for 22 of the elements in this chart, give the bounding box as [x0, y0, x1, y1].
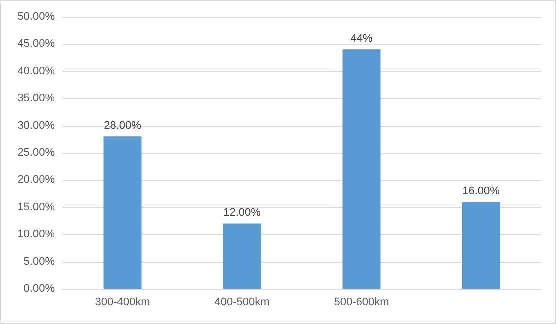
x-tick-label: 300-400km — [95, 296, 150, 308]
x-tick-label: 500-600km — [334, 296, 390, 308]
bar — [104, 136, 142, 289]
bar — [462, 202, 500, 289]
y-tick-label: 5.00% — [24, 256, 56, 268]
bar — [223, 224, 262, 289]
data-label: 44% — [350, 33, 373, 46]
data-label: 16.00% — [462, 185, 500, 198]
y-tick-label: 25.00% — [18, 147, 56, 159]
y-tick-label: 10.00% — [18, 228, 56, 241]
y-tick-label: 40.00% — [18, 65, 56, 78]
bar — [342, 50, 381, 289]
y-tick-label: 20.00% — [18, 174, 56, 186]
data-label: 28.00% — [104, 120, 142, 132]
y-tick-label: 50.00% — [18, 11, 56, 23]
data-label: 12.00% — [224, 207, 262, 220]
x-tick-label: 400-500km — [214, 296, 270, 308]
y-tick-label: 35.00% — [18, 92, 56, 105]
y-tick-label: 15.00% — [18, 201, 56, 214]
y-tick-label: 0.00% — [24, 283, 56, 295]
y-tick-label: 30.00% — [18, 120, 56, 132]
y-tick-label: 45.00% — [18, 38, 56, 50]
